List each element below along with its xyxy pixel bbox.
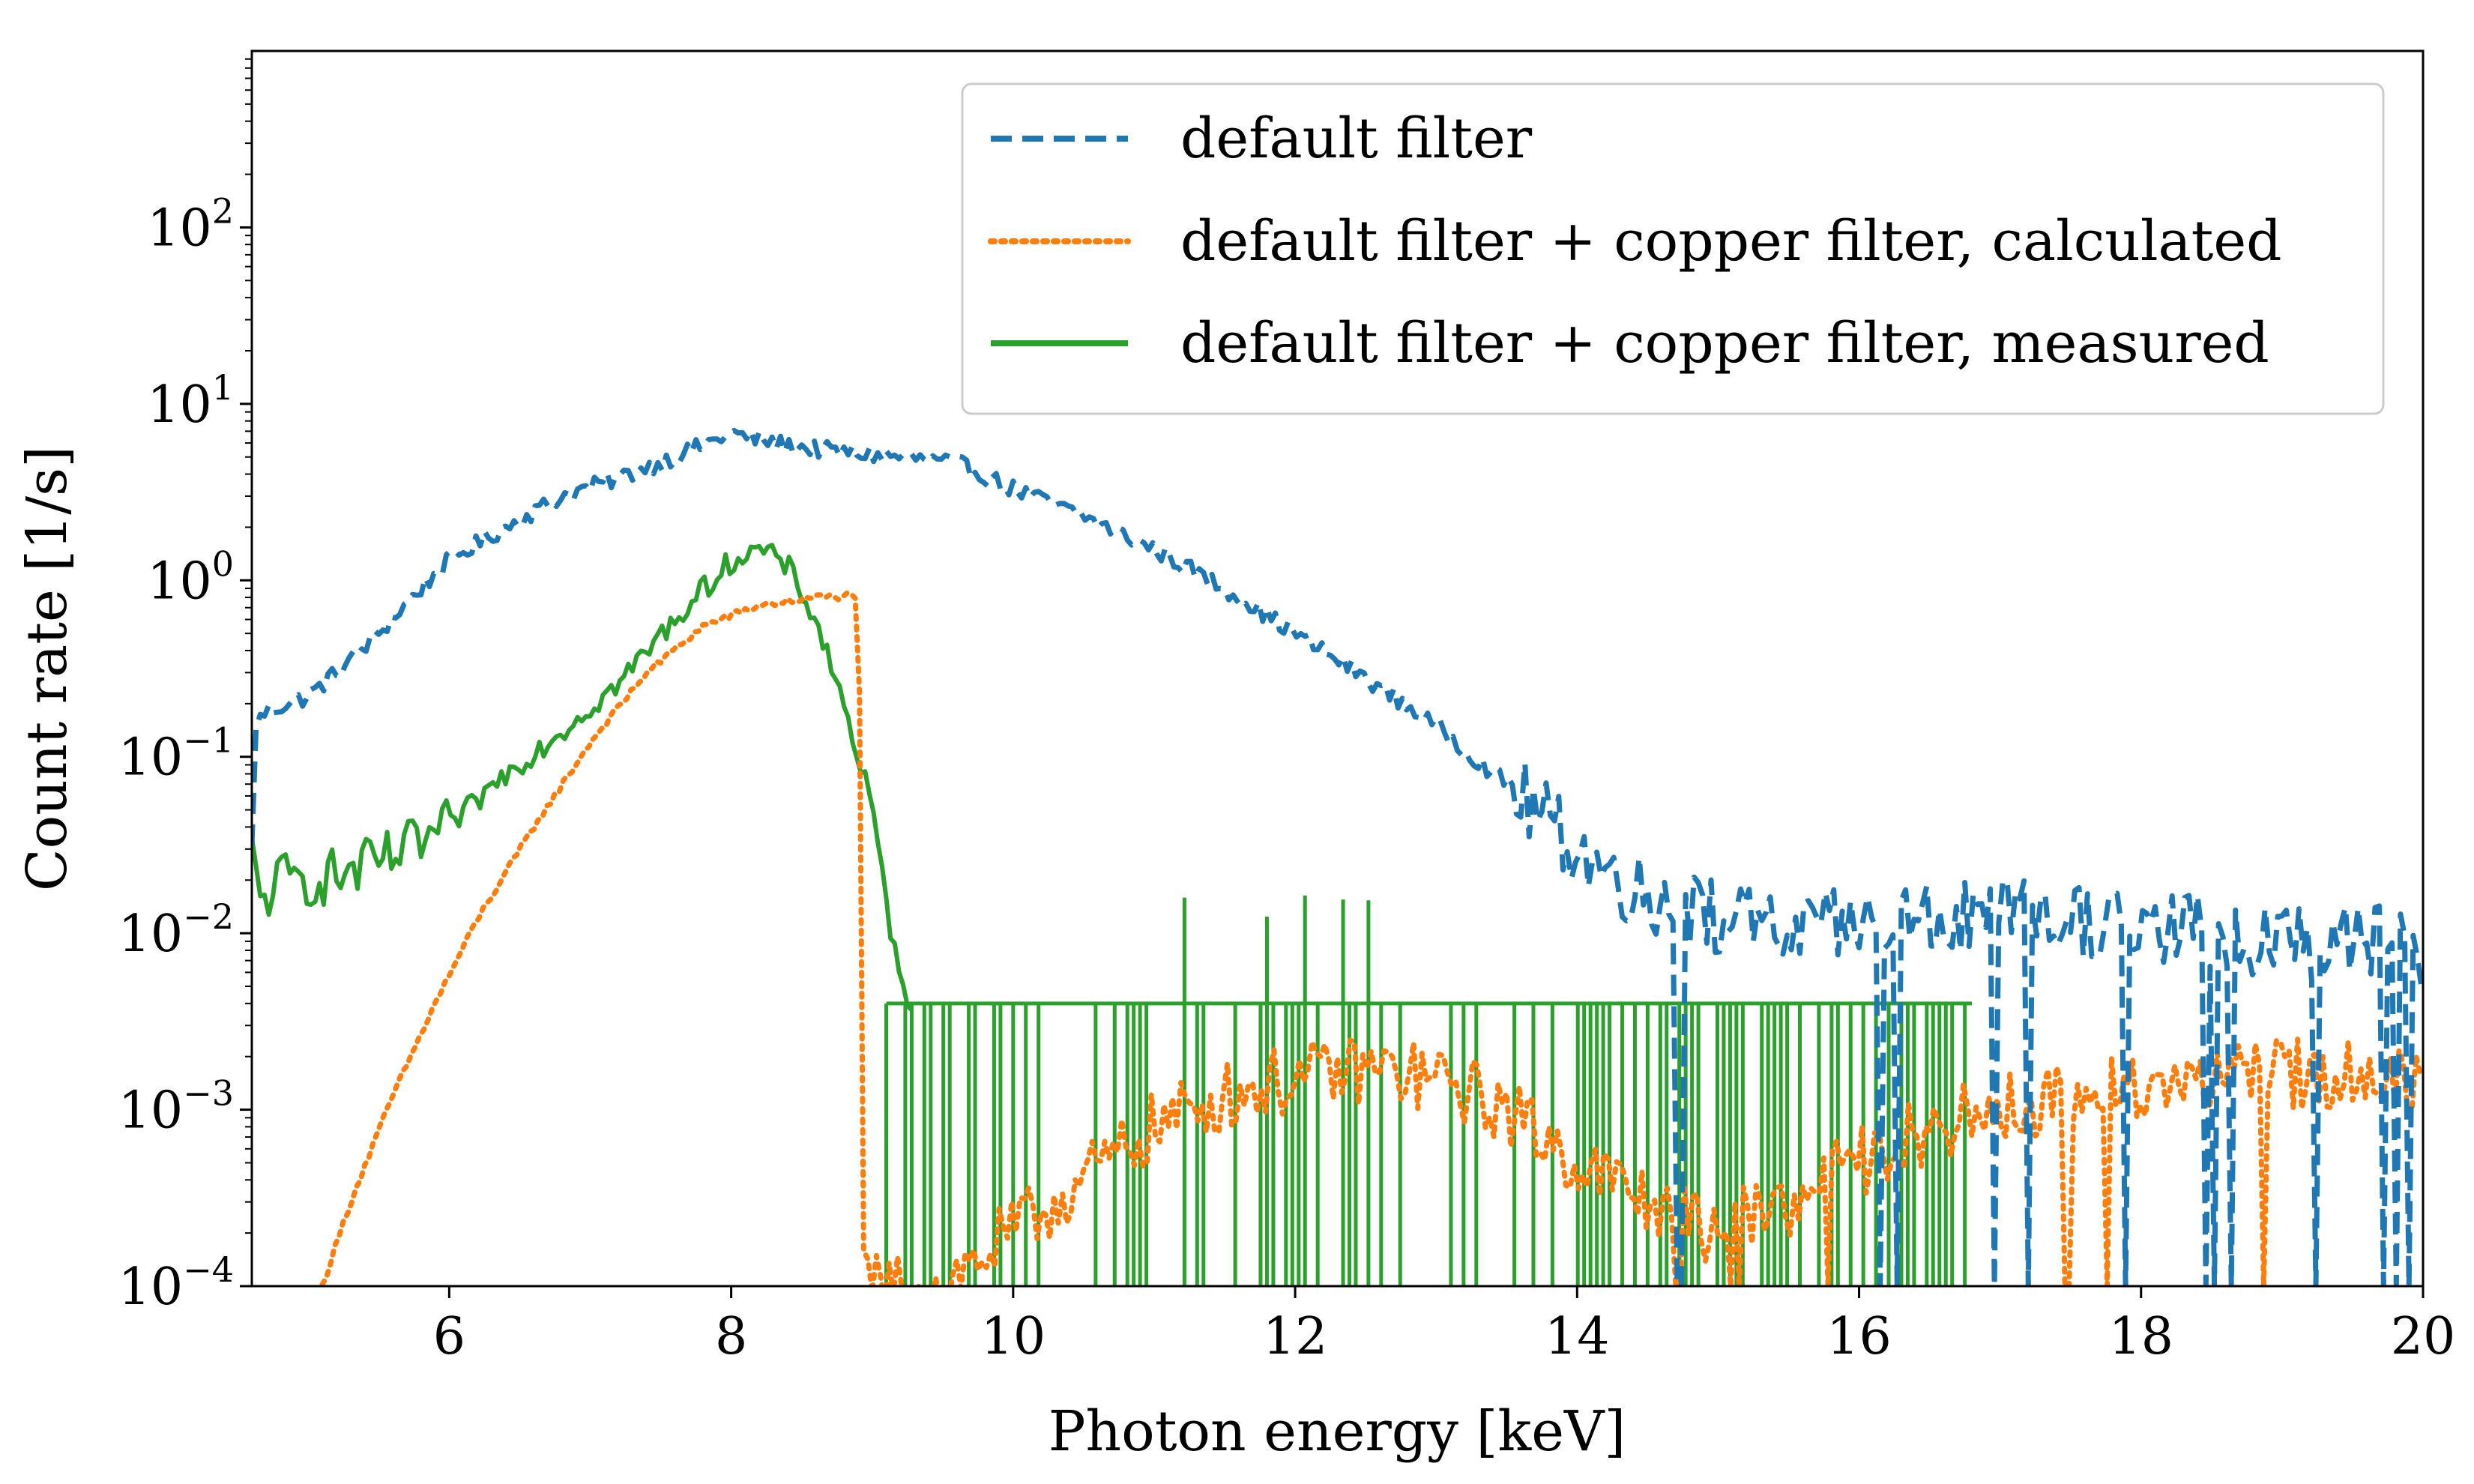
x-axis: 6 8 10 12 14 16 18 20: [433, 1286, 2456, 1366]
x-axis-label: Photon energy [keV]: [1049, 1399, 1626, 1464]
legend-box: [961, 82, 2385, 415]
x-tick-label-18: 18: [2109, 1307, 2174, 1366]
series-line-0: [252, 427, 2423, 1286]
y-tick-label-5: 10−3: [118, 1073, 234, 1141]
legend-label-default-filter: default filter: [1180, 106, 1533, 171]
x-tick-label-14: 14: [1545, 1307, 1610, 1366]
legend-label-calculated: default filter + copper filter, calculat…: [1180, 209, 2282, 274]
plot-frame: [250, 49, 2425, 1288]
y-tick-label-3: 10−1: [118, 720, 234, 788]
legend-label-measured: default filter + copper filter, measured: [1180, 311, 2269, 375]
x-tick-label-8: 8: [715, 1307, 747, 1366]
y-axis: 102 101 100 10−1 10−2 10−3 10−4: [118, 58, 252, 1317]
x-tick-label-10: 10: [981, 1307, 1046, 1366]
x-tick-label-12: 12: [1263, 1307, 1328, 1366]
y-axis-label: Count rate [1/s]: [15, 446, 79, 891]
legend: default filter default filter + copper f…: [961, 82, 2385, 415]
x-tick-label-20: 20: [2391, 1307, 2456, 1366]
series-layer: [252, 427, 2423, 1286]
x-tick-label-6: 6: [433, 1307, 465, 1366]
y-tick-label-0: 102: [147, 190, 234, 258]
x-tick-label-16: 16: [1826, 1307, 1892, 1366]
series-line-1: [319, 590, 2423, 1286]
y-tick-label-6: 10−4: [118, 1249, 234, 1317]
y-tick-label-4: 10−2: [118, 896, 234, 964]
y-tick-label-1: 101: [147, 367, 234, 435]
y-tick-label-2: 100: [147, 543, 234, 611]
